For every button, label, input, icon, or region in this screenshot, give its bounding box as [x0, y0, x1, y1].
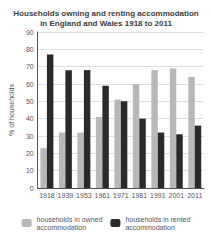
svg-text:in England and Wales 1918 to 2: in England and Wales 1918 to 2011 — [40, 19, 172, 28]
svg-text:80: 80 — [26, 46, 34, 53]
svg-text:70: 70 — [26, 63, 34, 70]
svg-text:1991: 1991 — [150, 192, 166, 199]
svg-text:1918: 1918 — [39, 192, 55, 199]
svg-text:Households owning and renting: Households owning and renting accommodat… — [13, 9, 198, 18]
svg-text:% of households: % of households — [8, 84, 15, 136]
svg-text:0: 0 — [30, 185, 34, 192]
svg-text:1971: 1971 — [113, 192, 129, 199]
svg-text:1953: 1953 — [76, 192, 92, 199]
svg-text:accommodation: accommodation — [37, 224, 87, 231]
svg-text:90: 90 — [26, 29, 34, 36]
svg-text:20: 20 — [26, 150, 34, 157]
svg-text:30: 30 — [26, 133, 34, 140]
svg-text:households in owned: households in owned — [37, 216, 103, 223]
svg-text:50: 50 — [26, 98, 34, 105]
svg-text:1961: 1961 — [95, 192, 111, 199]
svg-text:1981: 1981 — [132, 192, 148, 199]
svg-text:accommodation: accommodation — [125, 224, 175, 231]
svg-text:households in rented: households in rented — [125, 216, 190, 223]
svg-text:60: 60 — [26, 81, 34, 88]
svg-text:2011: 2011 — [187, 192, 202, 199]
svg-text:40: 40 — [26, 115, 34, 122]
svg-text:10: 10 — [26, 167, 34, 174]
svg-text:1939: 1939 — [58, 192, 74, 199]
svg-text:2001: 2001 — [168, 192, 184, 199]
